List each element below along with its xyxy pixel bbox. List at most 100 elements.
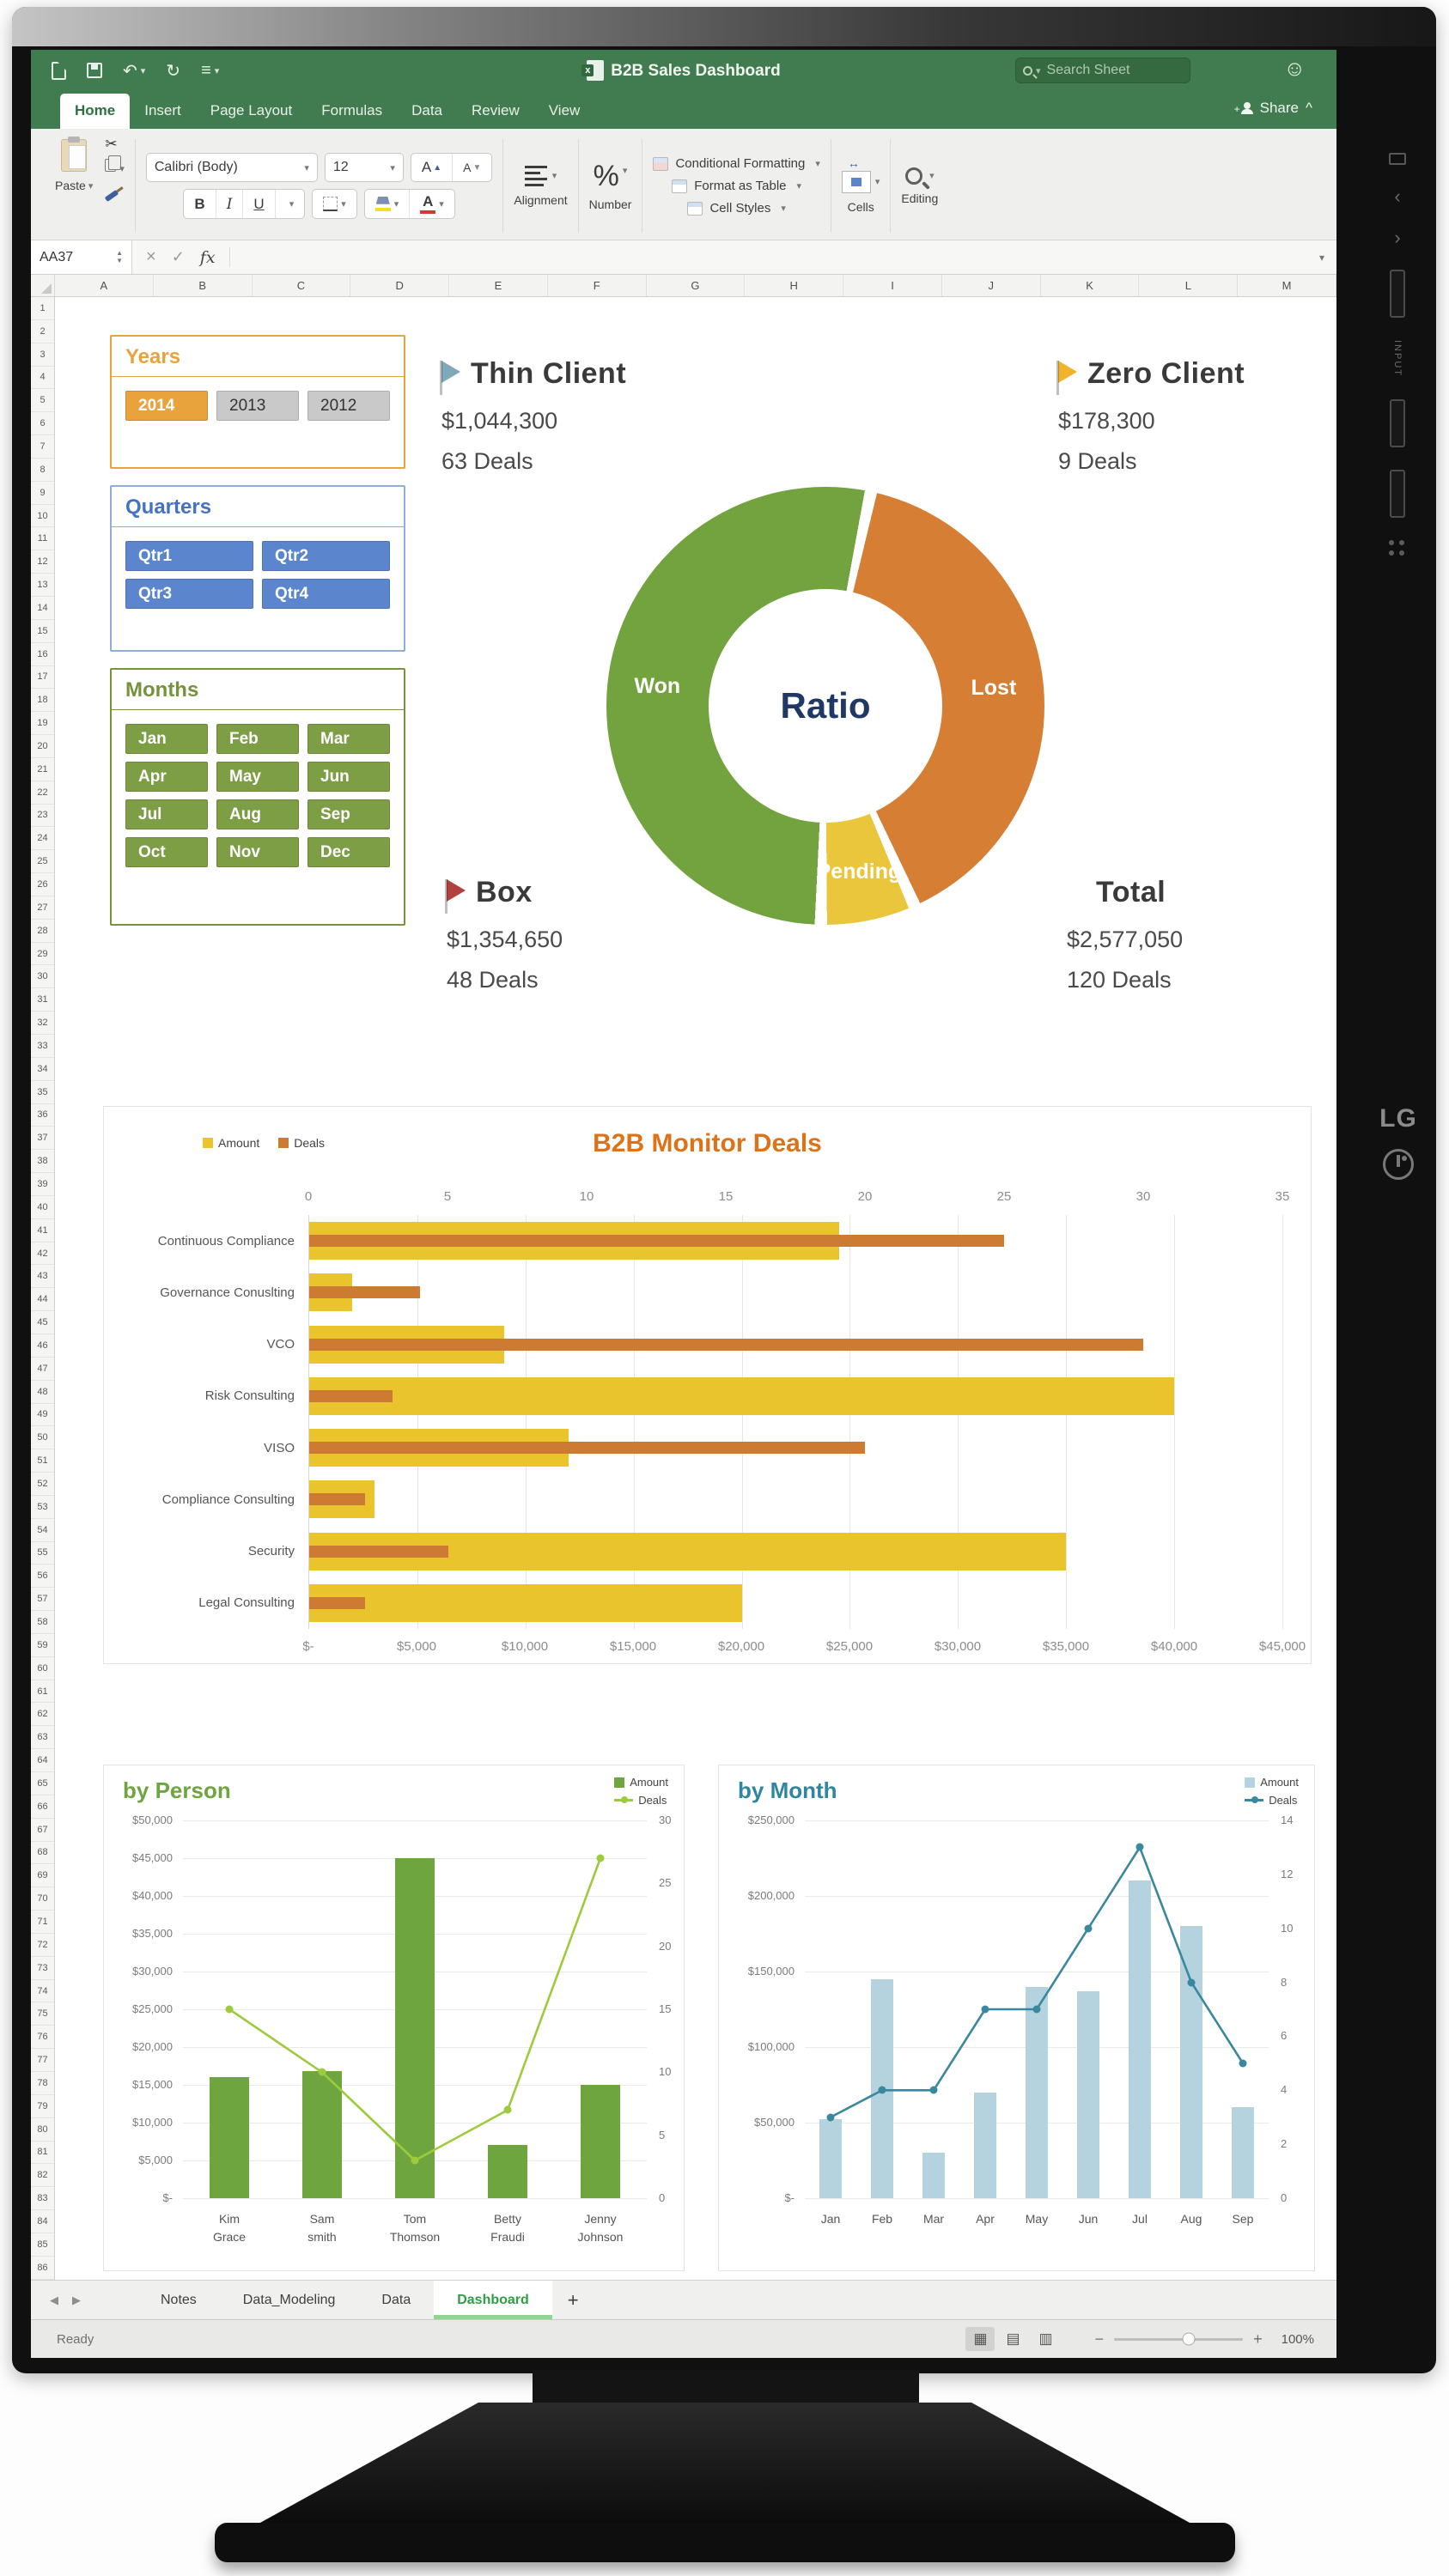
prev-sheet-icon[interactable]: ◀	[50, 2293, 58, 2306]
column-header-H[interactable]: H	[745, 275, 844, 296]
slicer-button-may[interactable]: May	[216, 762, 299, 792]
column-header-L[interactable]: L	[1139, 275, 1239, 296]
tab-home[interactable]: Home	[60, 94, 131, 129]
row-number[interactable]: 36	[31, 1104, 54, 1127]
row-number[interactable]: 80	[31, 2118, 54, 2142]
decrease-font-button[interactable]: A ▼	[463, 161, 482, 174]
page-break-view-icon[interactable]: ▥	[1038, 2330, 1053, 2347]
toolbar-options-icon[interactable]: ≡ ▾	[201, 60, 220, 80]
row-number[interactable]: 60	[31, 1657, 54, 1680]
row-number[interactable]: 15	[31, 620, 54, 643]
row-number[interactable]: 38	[31, 1150, 54, 1174]
font-size-select[interactable]: 12 ▾	[324, 153, 404, 182]
underline-options-icon[interactable]: ▾	[289, 199, 295, 210]
slicer-button-jul[interactable]: Jul	[125, 799, 208, 829]
cut-icon[interactable]: ✂	[105, 136, 118, 152]
row-number[interactable]: 14	[31, 597, 54, 620]
column-header-M[interactable]: M	[1238, 275, 1336, 296]
sheet-tab-data-modeling[interactable]: Data_Modeling	[242, 2292, 336, 2307]
row-number[interactable]: 27	[31, 896, 54, 920]
column-header-G[interactable]: G	[647, 275, 746, 296]
slicer-quarters[interactable]: Quarters Qtr1 Qtr2 Qtr3 Qtr4	[110, 485, 405, 652]
row-number[interactable]: 30	[31, 965, 54, 989]
row-number[interactable]: 13	[31, 574, 54, 597]
sheet-tab-notes[interactable]: Notes	[161, 2292, 197, 2307]
slicer-button-2012[interactable]: 2012	[307, 391, 390, 421]
bold-button[interactable]: B	[184, 190, 216, 218]
row-number[interactable]: 66	[31, 1795, 54, 1819]
monitor-button-1[interactable]	[1390, 270, 1405, 318]
row-number[interactable]: 50	[31, 1426, 54, 1450]
row-number[interactable]: 19	[31, 712, 54, 736]
row-number[interactable]: 59	[31, 1634, 54, 1657]
row-number[interactable]: 68	[31, 1842, 54, 1865]
monitor-button-left-icon[interactable]: ‹	[1394, 185, 1401, 207]
row-number[interactable]: 28	[31, 920, 54, 943]
row-number[interactable]: 4	[31, 367, 54, 390]
row-number[interactable]: 34	[31, 1058, 54, 1081]
row-number[interactable]: 65	[31, 1772, 54, 1795]
redo-icon[interactable]: ↻	[166, 61, 181, 81]
slicer-button-2013[interactable]: 2013	[216, 391, 299, 421]
borders-button[interactable]: ▾	[313, 190, 356, 218]
row-number[interactable]: 54	[31, 1519, 54, 1542]
row-number[interactable]: 73	[31, 1957, 54, 1980]
row-number[interactable]: 61	[31, 1680, 54, 1704]
tab-data[interactable]: Data	[411, 102, 443, 118]
formula-bar-expand-icon[interactable]: ▾	[1318, 251, 1324, 264]
row-number[interactable]: 74	[31, 1980, 54, 2003]
row-number[interactable]: 23	[31, 805, 54, 828]
row-number[interactable]: 57	[31, 1588, 54, 1612]
cells-button[interactable]: ▾	[841, 156, 880, 193]
slicer-years[interactable]: Years 2014 2013 2012	[110, 335, 405, 469]
column-header-F[interactable]: F	[548, 275, 647, 296]
column-header-K[interactable]: K	[1041, 275, 1140, 296]
row-number[interactable]: 37	[31, 1127, 54, 1151]
slicer-months[interactable]: Months Jan Feb Mar Apr May Jun Jul Aug Sep Oct Nov…	[110, 668, 405, 926]
by-person-chart[interactable]: by Person Amount Deals $50,000 $45,000 $40,…	[103, 1765, 685, 2271]
add-sheet-button[interactable]: +	[567, 2288, 579, 2311]
column-header-C[interactable]: C	[253, 275, 351, 296]
row-number[interactable]: 35	[31, 1081, 54, 1104]
row-number[interactable]: 72	[31, 1934, 54, 1957]
row-number[interactable]: 67	[31, 1819, 54, 1842]
row-number[interactable]: 76	[31, 2026, 54, 2050]
monitor-button-2[interactable]	[1390, 399, 1405, 447]
paste-button[interactable]: Paste ▾	[48, 136, 100, 203]
conditional-formatting-button[interactable]: Conditional Formatting ▾	[653, 156, 820, 171]
slicer-button-qtr3[interactable]: Qtr3	[125, 579, 253, 609]
column-header-E[interactable]: E	[449, 275, 548, 296]
undo-icon[interactable]: ↶ ▾	[123, 61, 146, 81]
row-number[interactable]: 12	[31, 550, 54, 574]
slicer-button-aug[interactable]: Aug	[216, 799, 299, 829]
row-number[interactable]: 52	[31, 1473, 54, 1496]
monitor-button-top[interactable]	[1389, 153, 1406, 165]
row-number[interactable]: 39	[31, 1173, 54, 1196]
row-number[interactable]: 26	[31, 873, 54, 896]
sheet-tab-data[interactable]: Data	[381, 2292, 411, 2307]
cell-styles-button[interactable]: Cell Styles ▾	[687, 201, 786, 216]
format-as-table-button[interactable]: Format as Table ▾	[672, 179, 801, 193]
b2b-monitor-deals-chart[interactable]: B2B Monitor Deals Amount Deals 0 5 10 15 20 25…	[103, 1106, 1312, 1664]
row-number[interactable]: 55	[31, 1542, 54, 1565]
search-box[interactable]: ▾	[1015, 58, 1225, 83]
slicer-button-jun[interactable]: Jun	[307, 762, 390, 792]
row-number[interactable]: 25	[31, 850, 54, 874]
next-sheet-icon[interactable]: ▶	[72, 2293, 81, 2306]
zoom-percent[interactable]: 100%	[1281, 2331, 1314, 2347]
slicer-button-oct[interactable]: Oct	[125, 837, 208, 867]
cancel-formula-icon[interactable]: ×	[146, 247, 156, 266]
monitor-button-3[interactable]	[1390, 470, 1405, 518]
row-number[interactable]: 64	[31, 1749, 54, 1772]
select-all-corner[interactable]	[31, 275, 55, 296]
row-number[interactable]: 6	[31, 412, 54, 436]
save-icon[interactable]	[87, 63, 102, 78]
row-number[interactable]: 81	[31, 2142, 54, 2165]
row-number[interactable]: 86	[31, 2257, 54, 2280]
row-number[interactable]: 43	[31, 1265, 54, 1289]
row-number[interactable]: 3	[31, 343, 54, 367]
row-number[interactable]: 41	[31, 1219, 54, 1242]
row-number[interactable]: 18	[31, 689, 54, 713]
tab-view[interactable]: View	[548, 102, 581, 118]
share-button[interactable]: + Share ^	[1233, 100, 1312, 116]
